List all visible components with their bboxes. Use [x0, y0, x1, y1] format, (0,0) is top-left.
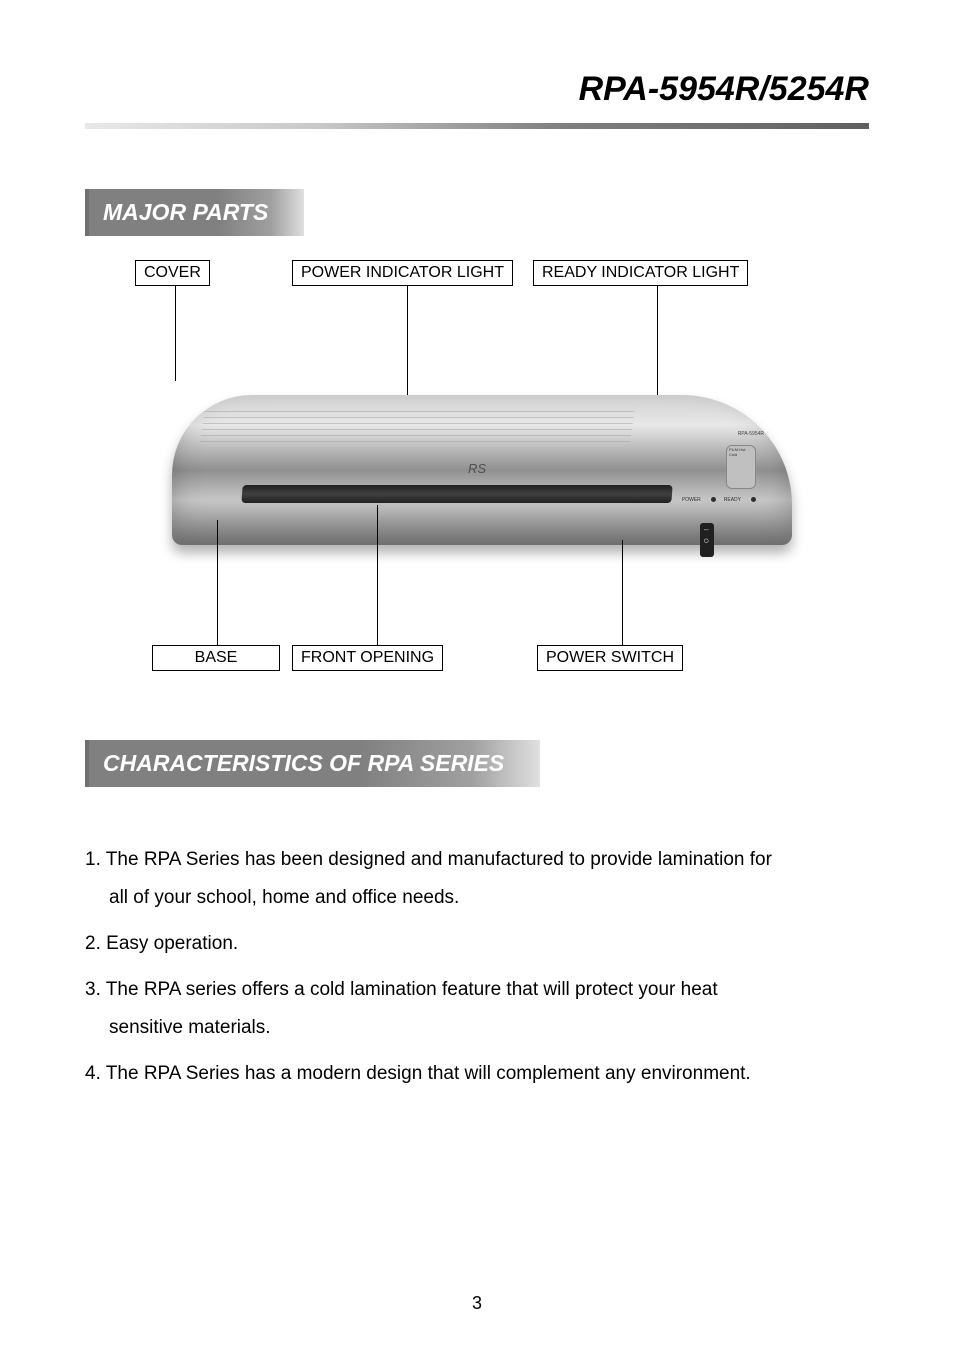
section-heading-characteristics: CHARACTERISTICS OF RPA SERIES	[85, 740, 540, 787]
label-front-opening: FRONT OPENING	[292, 645, 443, 671]
leader-line	[622, 540, 623, 645]
device-power-switch	[700, 523, 714, 557]
label-base: BASE	[152, 645, 280, 671]
device-cover-lines	[199, 411, 634, 447]
ready-light-dot	[751, 497, 756, 502]
label-ready-indicator-light: READY INDICATOR LIGHT	[533, 260, 748, 286]
characteristics-list: 1. The RPA Series has been designed and …	[85, 841, 869, 1093]
power-light-label: POWER	[682, 497, 701, 503]
leader-line	[217, 520, 218, 645]
page-title: RPA-5954R/5254R	[85, 70, 869, 109]
diagram-major-parts: COVER POWER INDICATOR LIGHT READY INDICA…	[97, 260, 857, 680]
item-number: 2.	[85, 933, 101, 954]
device-front-opening	[241, 485, 672, 503]
device-control-panel: FILM Hot Cold	[726, 445, 756, 489]
list-item: 3. The RPA series offers a cold laminati…	[85, 971, 869, 1047]
device-illustration: RS RPA-5954R FILM Hot Cold POWER READY	[172, 355, 792, 585]
title-underline	[85, 123, 869, 129]
leader-line	[377, 505, 378, 645]
section-heading-major-parts: MAJOR PARTS	[85, 189, 304, 236]
label-power-switch: POWER SWITCH	[537, 645, 683, 671]
item-text: The RPA series offers a cold lamination …	[106, 979, 718, 1000]
device-indicator-lights: POWER READY	[682, 497, 756, 503]
device-model-text: RPA-5954R	[738, 431, 764, 437]
label-cover: COVER	[135, 260, 210, 286]
list-item: 1. The RPA Series has been designed and …	[85, 841, 869, 917]
item-number: 4.	[85, 1063, 101, 1084]
item-text-cont: all of your school, home and office need…	[85, 879, 869, 917]
item-text: The RPA Series has a modern design that …	[106, 1063, 751, 1084]
item-text: The RPA Series has been designed and man…	[106, 849, 772, 870]
list-item: 4. The RPA Series has a modern design th…	[85, 1055, 869, 1093]
page-number: 3	[0, 1293, 954, 1314]
device-logo: RS	[468, 461, 486, 476]
item-number: 1.	[85, 849, 101, 870]
item-number: 3.	[85, 979, 101, 1000]
power-light-dot	[711, 497, 716, 502]
label-power-indicator-light: POWER INDICATOR LIGHT	[292, 260, 513, 286]
item-text: Easy operation.	[106, 933, 238, 954]
ready-light-label: READY	[724, 497, 741, 503]
item-text-cont: sensitive materials.	[85, 1009, 869, 1047]
list-item: 2. Easy operation.	[85, 925, 869, 963]
